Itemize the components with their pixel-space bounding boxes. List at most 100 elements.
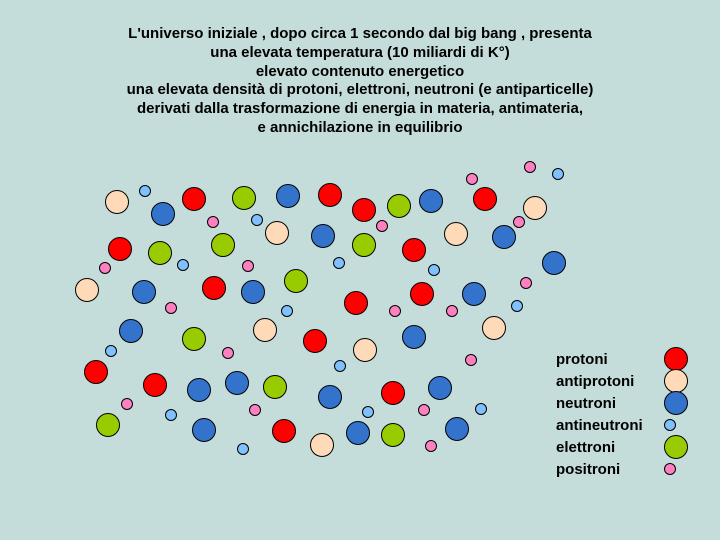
particle-proton — [108, 237, 132, 261]
electron-icon — [664, 435, 688, 459]
particle-antineutron — [251, 214, 263, 226]
particle-electron — [182, 327, 206, 351]
legend-label: antiprotoni — [556, 373, 656, 390]
particle-antiproton — [105, 190, 129, 214]
particle-antineutron — [511, 300, 523, 312]
particle-proton — [473, 187, 497, 211]
particle-positron — [242, 260, 254, 272]
particle-neutron — [402, 325, 426, 349]
particle-positron — [520, 277, 532, 289]
legend-row-positron: positroni — [556, 458, 688, 480]
particle-neutron — [311, 224, 335, 248]
particle-electron — [284, 269, 308, 293]
particle-neutron — [346, 421, 370, 445]
particle-electron — [352, 233, 376, 257]
particle-positron — [376, 220, 388, 232]
particle-positron — [425, 440, 437, 452]
particle-antiproton — [444, 222, 468, 246]
legend-label: antineutroni — [556, 417, 656, 434]
particle-antiproton — [523, 196, 547, 220]
particle-positron — [466, 173, 478, 185]
particle-electron — [211, 233, 235, 257]
particle-antineutron — [139, 185, 151, 197]
particle-electron — [387, 194, 411, 218]
particle-neutron — [241, 280, 265, 304]
particle-proton — [143, 373, 167, 397]
particle-antineutron — [334, 360, 346, 372]
particle-electron — [96, 413, 120, 437]
particle-electron — [381, 423, 405, 447]
legend-row-antiproton: antiprotoni — [556, 370, 688, 392]
particle-proton — [344, 291, 368, 315]
antiproton-icon — [664, 369, 688, 393]
particle-neutron — [187, 378, 211, 402]
particle-neutron — [119, 319, 143, 343]
particle-proton — [410, 282, 434, 306]
particle-antineutron — [333, 257, 345, 269]
particle-antiproton — [75, 278, 99, 302]
legend-row-antineutron: antineutroni — [556, 414, 688, 436]
particle-electron — [232, 186, 256, 210]
legend-label: positroni — [556, 461, 656, 478]
particle-positron — [99, 262, 111, 274]
particle-positron — [222, 347, 234, 359]
particle-electron — [263, 375, 287, 399]
legend-label: neutroni — [556, 395, 656, 412]
positron-icon — [664, 463, 676, 475]
neutron-icon — [664, 391, 688, 415]
particle-antiproton — [353, 338, 377, 362]
particle-positron — [121, 398, 133, 410]
particle-proton — [202, 276, 226, 300]
particle-antiproton — [482, 316, 506, 340]
particle-proton — [402, 238, 426, 262]
particle-proton — [272, 419, 296, 443]
particle-neutron — [151, 202, 175, 226]
particle-positron — [513, 216, 525, 228]
particle-proton — [352, 198, 376, 222]
legend-row-electron: elettroni — [556, 436, 688, 458]
particle-proton — [84, 360, 108, 384]
particle-positron — [207, 216, 219, 228]
legend: protoni antiprotoni neutroni antineutroni el… — [556, 348, 688, 480]
particle-positron — [389, 305, 401, 317]
particle-positron — [418, 404, 430, 416]
particle-electron — [148, 241, 172, 265]
legend-row-proton: protoni — [556, 348, 688, 370]
particle-neutron — [192, 418, 216, 442]
particle-neutron — [492, 225, 516, 249]
particle-neutron — [462, 282, 486, 306]
particle-neutron — [419, 189, 443, 213]
particle-neutron — [225, 371, 249, 395]
particle-proton — [182, 187, 206, 211]
particle-antineutron — [105, 345, 117, 357]
particle-antineutron — [362, 406, 374, 418]
particle-antiproton — [310, 433, 334, 457]
particle-proton — [381, 381, 405, 405]
particle-neutron — [276, 184, 300, 208]
particle-neutron — [542, 251, 566, 275]
particle-antineutron — [552, 168, 564, 180]
particle-antineutron — [281, 305, 293, 317]
legend-row-neutron: neutroni — [556, 392, 688, 414]
particle-positron — [524, 161, 536, 173]
legend-label: elettroni — [556, 439, 656, 456]
particle-antineutron — [237, 443, 249, 455]
particle-neutron — [318, 385, 342, 409]
legend-label: protoni — [556, 351, 656, 368]
particle-positron — [446, 305, 458, 317]
proton-icon — [664, 347, 688, 371]
particle-positron — [165, 302, 177, 314]
particle-antineutron — [165, 409, 177, 421]
particle-neutron — [445, 417, 469, 441]
title-text: L'universo iniziale , dopo circa 1 secon… — [0, 25, 720, 138]
particle-positron — [249, 404, 261, 416]
particle-neutron — [428, 376, 452, 400]
antineutron-icon — [664, 419, 676, 431]
particle-antiproton — [253, 318, 277, 342]
particle-proton — [303, 329, 327, 353]
particle-proton — [318, 183, 342, 207]
particle-neutron — [132, 280, 156, 304]
particle-antineutron — [428, 264, 440, 276]
particle-antineutron — [177, 259, 189, 271]
particle-positron — [465, 354, 477, 366]
